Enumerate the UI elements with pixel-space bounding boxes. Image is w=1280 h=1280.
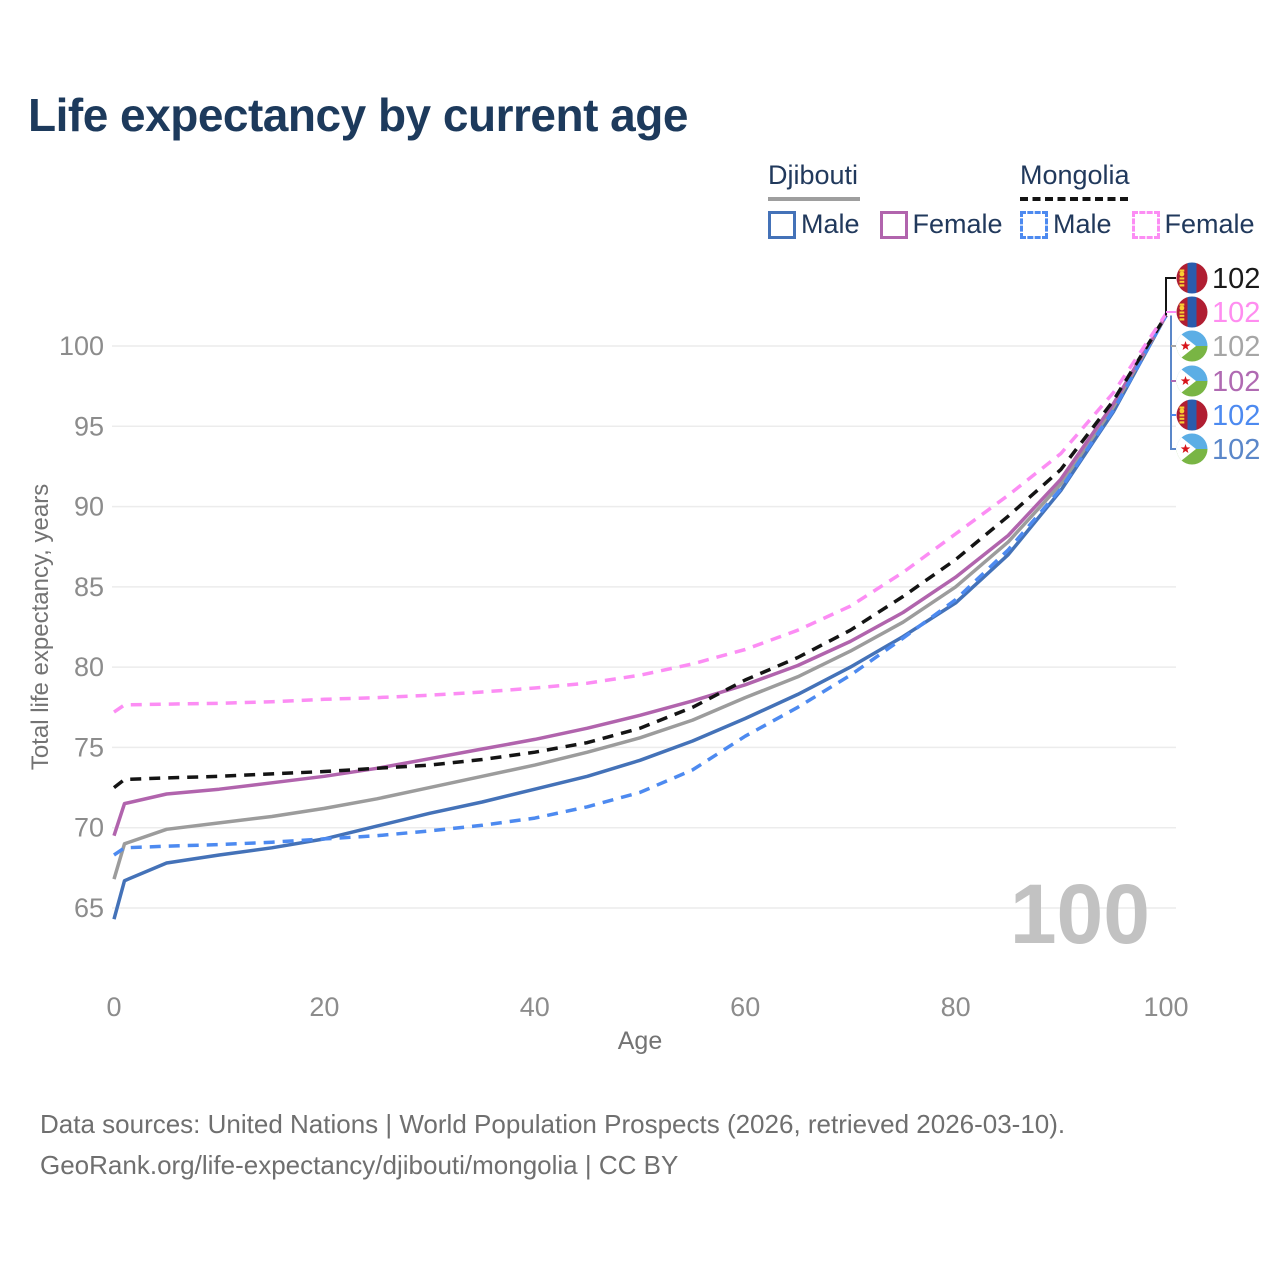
y-tick-label: 90 (74, 492, 104, 522)
mongolia-male-swatch[interactable] (1020, 210, 1048, 239)
series-line-djibouti-female[interactable] (112, 314, 1168, 837)
series-line-mongolia-female[interactable] (113, 312, 1168, 714)
end-label-mongolia-female: 102 (1212, 297, 1260, 329)
x-tick-label: 20 (309, 992, 339, 1022)
y-tick-label: 70 (74, 813, 104, 843)
y-tick-label: 95 (74, 411, 104, 441)
y-axis-title: Total life expectancy, years (27, 484, 54, 770)
y-tick-label: 85 (74, 572, 104, 602)
legend-item-mongolia-female[interactable]: Female (1131, 209, 1255, 240)
page-title: Life expectancy by current age (28, 89, 688, 141)
x-tick-label: 100 (1143, 992, 1188, 1022)
x-tick-label: 80 (941, 992, 971, 1022)
legend-country-djibouti: Djibouti (768, 160, 859, 190)
y-tick-label: 80 (74, 652, 104, 682)
end-label-mongolia-male: 102 (1212, 400, 1260, 432)
end-label-mongolia-total: 102 (1212, 263, 1260, 295)
end-label-djibouti-total: 102 (1212, 331, 1260, 363)
attribution-text: GeoRank.org/life-expectancy/djibouti/mon… (40, 1150, 679, 1180)
flag-icon-mongolia (1176, 399, 1208, 431)
x-tick-label: 40 (520, 992, 550, 1022)
legend-label: Male (1053, 209, 1112, 239)
x-tick-label: 60 (730, 992, 760, 1022)
legend-label: Male (801, 209, 860, 239)
end-label-djibouti-male: 102 (1212, 434, 1260, 466)
y-tick-label: 100 (59, 331, 104, 361)
legend-item-mongolia-male[interactable]: Male (1020, 209, 1112, 240)
flag-icon-djibouti (1176, 433, 1208, 465)
leader-line-djibouti-male (1170, 315, 1176, 450)
data-sources-text: Data sources: United Nations | World Pop… (40, 1109, 1066, 1139)
series-line-mongolia-total[interactable] (112, 314, 1168, 789)
series-line-djibouti-total[interactable] (112, 314, 1168, 880)
series-line-djibouti-male[interactable] (112, 314, 1168, 920)
footer: Data sources: United Nations | World Pop… (40, 1104, 1065, 1186)
age-watermark: 100 (1010, 867, 1150, 961)
flag-icon-mongolia (1176, 296, 1208, 328)
djibouti-male-swatch[interactable] (768, 210, 796, 239)
djibouti-female-swatch[interactable] (879, 210, 908, 239)
djibouti-line-sample (768, 197, 860, 201)
legend-group-djibouti: Djibouti Male Female (768, 160, 1003, 240)
end-label-djibouti-female: 102 (1212, 366, 1260, 398)
x-tick-label: 0 (106, 992, 121, 1022)
legend-group-mongolia: Mongolia Male Female (1020, 160, 1255, 240)
legend-item-djibouti-female[interactable]: Female (879, 209, 1003, 240)
leader-line-mongolia-total (1165, 277, 1176, 316)
x-axis-title: Age (618, 1027, 662, 1055)
flag-icon-djibouti (1176, 330, 1208, 362)
legend-label: Female (912, 209, 1003, 239)
legend-label: Female (1164, 209, 1255, 239)
y-tick-label: 75 (74, 732, 104, 762)
y-tick-label: 65 (74, 893, 104, 923)
legend-item-djibouti-male[interactable]: Male (768, 209, 860, 240)
series-line-mongolia-male[interactable] (113, 314, 1168, 857)
mongolia-line-sample (1020, 197, 1128, 201)
flag-icon-mongolia (1176, 262, 1208, 294)
legend-country-mongolia: Mongolia (1020, 160, 1130, 190)
flag-icon-djibouti (1176, 365, 1208, 397)
legend: Djibouti Male Female Mongolia Male Femal… (0, 160, 1280, 250)
mongolia-female-swatch[interactable] (1131, 210, 1160, 239)
